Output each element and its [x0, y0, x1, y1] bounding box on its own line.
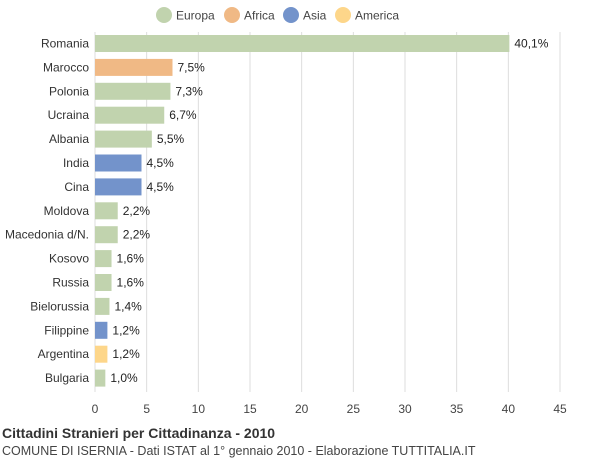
legend-label-africa: Africa: [244, 9, 275, 23]
chart-title: Cittadini Stranieri per Cittadinanza - 2…: [2, 425, 276, 441]
value-label: 7,3%: [175, 84, 203, 98]
legend-label-europa: Europa: [176, 9, 215, 23]
bar-macedonia-d-n-: [95, 226, 118, 244]
bar-filippine: [95, 321, 108, 339]
bar-cina: [95, 178, 142, 196]
category-label: Ucraina: [48, 108, 90, 122]
legend-label-america: America: [355, 9, 399, 23]
value-label: 1,2%: [112, 347, 140, 361]
bar-kosovo: [95, 250, 112, 268]
value-label: 2,2%: [123, 228, 151, 242]
bar-russia: [95, 274, 112, 291]
bar-moldova: [95, 202, 118, 220]
value-label: 1,0%: [110, 371, 138, 385]
category-label: Russia: [52, 276, 89, 290]
x-tick-label: 0: [92, 402, 99, 416]
value-label: 1,2%: [112, 323, 140, 337]
legend-marker-europa: [156, 7, 172, 23]
category-label: Bulgaria: [45, 371, 89, 385]
category-label: India: [63, 156, 89, 170]
bar-marocco: [95, 58, 173, 76]
legend-marker-africa: [224, 7, 240, 23]
bar-bielorussia: [95, 297, 110, 315]
bar-ucraina: [95, 106, 165, 124]
legend-label-asia: Asia: [303, 9, 327, 23]
category-label: Macedonia d/N.: [5, 228, 89, 242]
value-label: 6,7%: [169, 108, 197, 122]
category-label: Kosovo: [49, 252, 89, 266]
category-label: Marocco: [43, 60, 89, 74]
category-label: Argentina: [38, 347, 90, 361]
x-tick-label: 25: [347, 402, 361, 416]
category-label: Albania: [49, 132, 89, 146]
legend: Europa Africa Asia America: [156, 7, 399, 23]
category-label: Romania: [41, 37, 89, 51]
x-tick-label: 5: [143, 402, 150, 416]
x-tick-label: 30: [398, 402, 412, 416]
value-label: 7,5%: [178, 60, 206, 74]
value-label: 1,6%: [117, 252, 145, 266]
value-label: 1,4%: [114, 299, 142, 313]
value-label: 1,6%: [117, 276, 145, 290]
chart-subtitle: COMUNE DI ISERNIA - Dati ISTAT al 1° gen…: [2, 444, 476, 458]
legend-marker-asia: [283, 7, 299, 23]
value-label: 4,5%: [147, 180, 175, 194]
bar-argentina: [95, 345, 108, 363]
x-tick-label: 40: [502, 402, 516, 416]
x-tick-label: 10: [192, 402, 206, 416]
legend-marker-america: [335, 7, 351, 23]
x-tick-label: 35: [450, 402, 464, 416]
value-label: 5,5%: [157, 132, 185, 146]
category-label: Polonia: [49, 84, 89, 98]
bar-india: [95, 154, 142, 172]
category-label: Bielorussia: [30, 299, 89, 313]
value-label: 2,2%: [123, 204, 151, 218]
value-label: 4,5%: [147, 156, 175, 170]
bar-polonia: [95, 82, 171, 100]
category-label: Moldova: [44, 204, 90, 218]
x-tick-label: 20: [295, 402, 309, 416]
value-label: 40,1%: [514, 37, 548, 51]
bar-albania: [95, 130, 152, 148]
bars: Romania 40,1% Marocco 7,5% Polonia 7,3% Ucrain…: [5, 35, 549, 387]
x-tick-label: 45: [553, 402, 567, 416]
category-label: Cina: [64, 180, 89, 194]
bar-bulgaria: [95, 369, 106, 387]
bar-romania: [95, 35, 510, 52]
bar-chart: Europa Africa Asia America Romania 40,1% Maro…: [5, 7, 567, 416]
x-axis-ticks: 0 5 10 15 20 25 30 35 40 45: [92, 402, 567, 416]
category-label: Filippine: [44, 323, 89, 337]
x-tick-label: 15: [243, 402, 257, 416]
